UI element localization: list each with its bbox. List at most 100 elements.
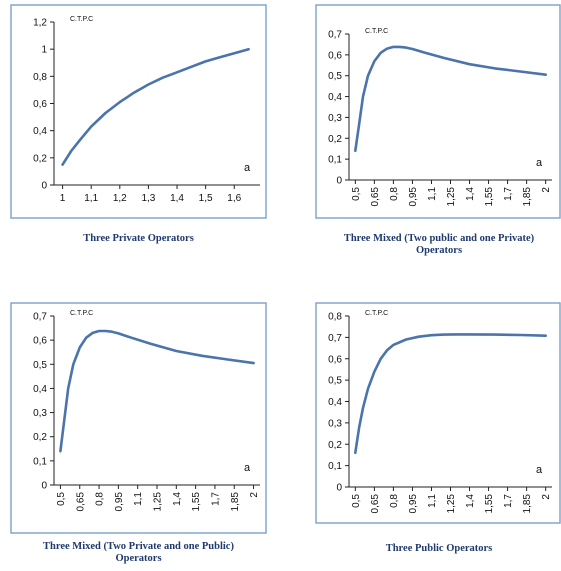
caption-line: Operators (415, 245, 463, 256)
x-tick-label: 1,4 (465, 494, 476, 508)
y-tick-label: 0,7 (328, 30, 342, 41)
y-tick-label: 0,2 (33, 432, 47, 443)
series-line (354, 45, 547, 153)
series-line (61, 47, 250, 166)
chart-title-label: C.T.P.C (70, 16, 93, 23)
x-tick-label: 0,5 (351, 494, 362, 508)
x-tick-label: 1,4 (465, 187, 476, 201)
y-tick-label: 0,4 (328, 92, 342, 103)
x-tick-label: 0,65 (75, 492, 86, 512)
y-tick-label: 0,3 (328, 113, 342, 124)
x-tick-label: 1,55 (484, 494, 495, 514)
y-tick-label: 0,1 (328, 155, 342, 166)
y-tick-label: 0,7 (33, 312, 47, 323)
x-tick-label: 2 (541, 494, 552, 500)
x-tick-label: 1,25 (446, 494, 457, 514)
x-tick-label: 1,25 (153, 492, 164, 512)
chart-panel-three-mixed-public: 0 0,1 0,2 0,3 0,4 0,5 0,6 0,7 0,5 0,65 0,8 0,95 1,1 1… (315, 4, 561, 219)
x-tick-label: 1,5 (199, 193, 213, 204)
x-axis-label: a (536, 157, 543, 169)
x-tick-label: 1,4 (170, 193, 184, 204)
y-tick-label: 0,1 (328, 461, 342, 472)
x-tick-label: 1,1 (133, 492, 144, 506)
caption-three-mixed-private: Three Mixed (Two Private and one Public)… (10, 541, 267, 565)
x-tick-label: 1,2 (113, 193, 127, 204)
y-tick-label: 0 (41, 481, 47, 492)
x-tick-label: 1,55 (484, 187, 495, 207)
chart-panel-three-mixed-private: 0 0,1 0,2 0,3 0,4 0,5 0,6 0,7 0,5 0,65 0,8 0,95 1,1 1… (10, 302, 267, 534)
y-tick-label: 1 (41, 45, 47, 56)
x-tick-label: 0,8 (389, 187, 400, 201)
y-tick-label: 0 (336, 483, 342, 494)
x-tick-label: 0,8 (95, 492, 106, 506)
x-tick-label: 1,55 (191, 492, 202, 512)
chart-svg: 0 0,1 0,2 0,3 0,4 0,5 0,6 0,7 0,8 0,5 0,65 0,8 0,95 1… (315, 302, 561, 524)
caption-line: Three Mixed (Two Private and one Public) (43, 541, 234, 552)
y-tick-label: 0,6 (328, 50, 342, 61)
x-tick-label: 1,4 (172, 492, 183, 506)
caption-three-public: Three Public Operators (312, 543, 561, 555)
chart-svg: 0 0,1 0,2 0,3 0,4 0,5 0,6 0,7 0,5 0,65 0,8 0,95 1,1 1… (315, 4, 561, 219)
y-tick-label: 0,5 (33, 360, 47, 371)
caption-three-private: Three Private Operators (10, 233, 267, 245)
x-axis-label: a (244, 162, 251, 174)
x-tick-label: 1,6 (227, 193, 241, 204)
series-line (59, 329, 255, 453)
caption-line: Three Public Operators (385, 543, 493, 554)
y-tick-label: 0,8 (33, 72, 47, 83)
chart-title-label: C.T.P.C (365, 310, 388, 317)
y-tick-label: 1,2 (33, 18, 47, 29)
y-tick-label: 0 (336, 176, 342, 187)
x-axis-label: a (244, 462, 251, 474)
y-tick-label: 0,5 (328, 376, 342, 387)
x-tick-label: 1,1 (427, 187, 438, 201)
x-tick-label: 1,1 (84, 193, 98, 204)
y-tick-label: 0,6 (328, 354, 342, 365)
y-tick-label: 0,3 (328, 418, 342, 429)
x-tick-label: 0,5 (56, 492, 67, 506)
chart-svg: 0 0,2 0,4 0,6 0,8 1 1,2 1 1,1 1,2 1,3 1,4 1,5 1,6 C.T.… (10, 4, 267, 219)
y-tick-label: 0,8 (328, 312, 342, 323)
caption-line: Three Private Operators (83, 233, 194, 244)
x-tick-label: 0,95 (408, 494, 419, 514)
x-tick-label: 1,25 (446, 187, 457, 207)
x-tick-label: 1,7 (503, 494, 514, 508)
x-tick-label: 0,5 (351, 187, 362, 201)
x-tick-label: 1,85 (230, 492, 241, 512)
caption-line: Operators (115, 553, 162, 564)
x-tick-label: 0,8 (389, 494, 400, 508)
y-tick-label: 0,4 (33, 384, 47, 395)
x-tick-label: 1,7 (503, 187, 514, 201)
y-tick-label: 0,5 (328, 71, 342, 82)
chart-frame (315, 4, 561, 219)
chart-panel-three-public: 0 0,1 0,2 0,3 0,4 0,5 0,6 0,7 0,8 0,5 0,65 0,8 0,95 1… (315, 302, 561, 524)
y-tick-label: 0 (41, 181, 47, 192)
caption-three-mixed-public: Three Mixed (Two public and one Private)… (312, 233, 561, 257)
x-tick-label: 2 (541, 187, 552, 193)
x-tick-label: 1,85 (522, 494, 533, 514)
chart-title-label: C.T.P.C (365, 28, 388, 35)
chart-panel-three-private: 0 0,2 0,4 0,6 0,8 1 1,2 1 1,1 1,2 1,3 1,4 1,5 1,6 C.T.… (10, 4, 267, 219)
x-tick-label: 1,85 (522, 187, 533, 207)
y-tick-label: 0,4 (328, 397, 342, 408)
x-tick-label: 1,1 (427, 494, 438, 508)
y-tick-label: 0,1 (33, 456, 47, 467)
chart-title-label: C.T.P.C (70, 310, 93, 317)
chart-svg: 0 0,1 0,2 0,3 0,4 0,5 0,6 0,7 0,5 0,65 0,8 0,95 1,1 1… (10, 302, 267, 534)
y-tick-label: 0,7 (328, 333, 342, 344)
y-tick-label: 0,4 (33, 126, 47, 137)
x-tick-label: 0,95 (408, 187, 419, 207)
y-tick-label: 0,3 (33, 408, 47, 419)
chart-frame (315, 302, 561, 524)
x-tick-label: 0,95 (114, 492, 125, 512)
x-tick-label: 1 (60, 193, 66, 204)
x-tick-label: 2 (249, 492, 260, 498)
x-tick-label: 0,65 (370, 494, 381, 514)
y-tick-label: 0,6 (33, 99, 47, 110)
caption-line: Three Mixed (Two public and one Private) (343, 233, 535, 244)
series-line (354, 333, 547, 455)
y-tick-label: 0,2 (33, 153, 47, 164)
y-tick-label: 0,2 (328, 440, 342, 451)
y-tick-label: 0,2 (328, 134, 342, 145)
y-tick-label: 0,6 (33, 336, 47, 347)
